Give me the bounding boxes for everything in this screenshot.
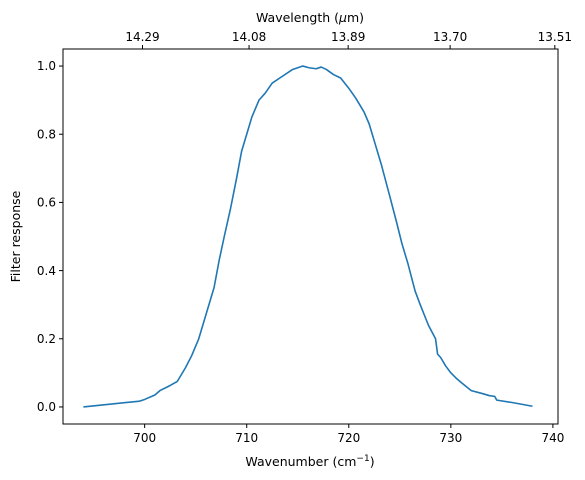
x-tick-label: 720: [337, 431, 360, 445]
top-tick-label: 13.89: [331, 30, 365, 44]
y-tick-label: 1.0: [37, 59, 56, 73]
y-axis-label: Filter response: [8, 190, 23, 282]
y-axis-ticks: 0.0 0.2 0.4 0.6 0.8 1.0: [37, 59, 63, 414]
y-tick-label: 0.0: [37, 400, 56, 414]
x-axis-ticks: 700 710 720 730 740: [133, 424, 564, 445]
top-tick-label: 13.70: [433, 30, 467, 44]
response-curve-layer: [83, 65, 533, 408]
y-tick-label: 0.4: [37, 264, 56, 278]
top-tick-label: 14.29: [125, 30, 159, 44]
x-tick-label: 730: [439, 431, 462, 445]
top-axis-label: Wavelength (μm): [256, 10, 364, 25]
top-wavelength-axis-ticks: 14.29 14.08 13.89 13.70 13.51: [125, 30, 572, 49]
plot-frame: [62, 48, 559, 425]
top-tick-label: 14.08: [232, 30, 266, 44]
y-tick-label: 0.2: [37, 332, 56, 346]
x-tick-label: 700: [133, 431, 156, 445]
y-tick-label: 0.8: [37, 127, 56, 141]
x-axis-label: Wavenumber (cm−1): [245, 454, 374, 469]
x-tick-label: 740: [541, 431, 564, 445]
response-curve-0: [83, 65, 533, 408]
x-tick-label: 710: [235, 431, 258, 445]
top-tick-label: 13.51: [538, 30, 572, 44]
y-tick-label: 0.6: [37, 196, 56, 210]
